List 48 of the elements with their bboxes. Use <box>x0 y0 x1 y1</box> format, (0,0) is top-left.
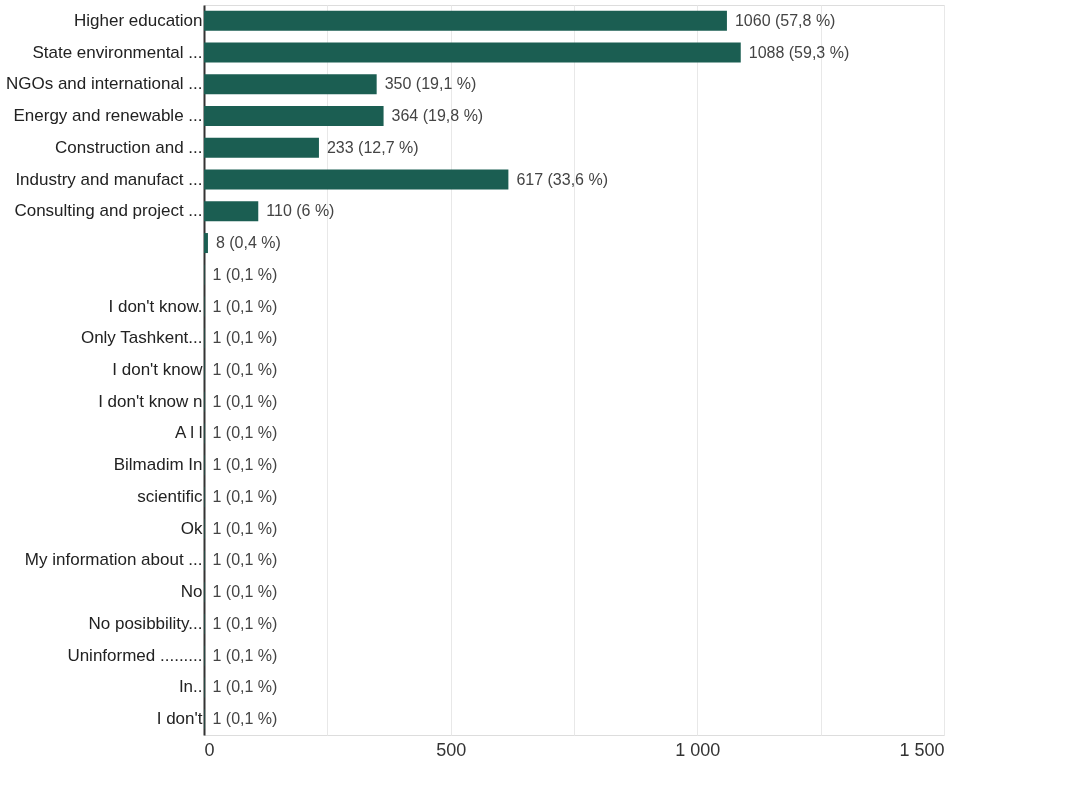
y-tick-label: I don't <box>156 709 203 729</box>
y-tick-label: Only Tashkent... <box>80 328 203 348</box>
data-label: 350 (19,1 %) <box>384 75 477 93</box>
data-label: 1 (0,1 %) <box>212 710 278 728</box>
y-tick-label: Energy and renewable ... <box>13 106 203 126</box>
data-label: 1 (0,1 %) <box>212 614 278 632</box>
data-label: 1 (0,1 %) <box>212 297 278 315</box>
data-label: 1 (0,1 %) <box>212 456 278 474</box>
y-tick-label: Construction and ... <box>55 137 203 157</box>
data-label: 233 (12,7 %) <box>326 138 419 156</box>
y-tick-label: Bilmadim In <box>113 455 203 475</box>
y-tick-label: scientific <box>137 486 203 506</box>
data-label: 1 (0,1 %) <box>212 519 278 537</box>
data-label: 1 (0,1 %) <box>212 678 278 696</box>
y-tick-label: No posibbility... <box>88 613 203 633</box>
y-tick-label: Ok <box>180 518 203 538</box>
data-label: 1 (0,1 %) <box>212 392 278 410</box>
data-label: 1 (0,1 %) <box>212 646 278 664</box>
y-tick-label: Uninformed ......... <box>67 645 203 665</box>
data-label: 1 (0,1 %) <box>212 329 278 347</box>
x-tick-label: 500 <box>436 739 467 760</box>
data-label: 1060 (57,8 %) <box>734 11 836 29</box>
data-label: 1 (0,1 %) <box>212 583 278 601</box>
y-tick-label: Higher education <box>73 10 203 30</box>
y-tick-label: NGOs and international ... <box>5 74 203 94</box>
data-label: 1088 (59,3 %) <box>748 43 850 61</box>
y-tick-label: In.. <box>178 677 203 697</box>
x-tick-label: 1 000 <box>675 739 721 760</box>
y-tick-label: A l l <box>175 423 203 443</box>
data-label: 1 (0,1 %) <box>212 265 278 283</box>
data-label: 617 (33,6 %) <box>516 170 608 188</box>
y-tick-label: I don't know <box>112 360 204 379</box>
y-tick-label: My information about ... <box>24 550 203 570</box>
data-label: 110 (6 %) <box>266 202 335 220</box>
y-tick-label: I don't know. <box>108 296 203 316</box>
data-label: 1 (0,1 %) <box>212 424 278 442</box>
data-label: 1 (0,1 %) <box>212 487 278 505</box>
y-tick-label: I don't know n <box>98 391 203 411</box>
y-tick-label: Consulting and project ... <box>14 201 203 221</box>
data-label: 1 (0,1 %) <box>212 551 278 569</box>
data-label: 364 (19,8 %) <box>391 107 484 125</box>
y-tick-label: State environmental ... <box>32 42 203 62</box>
data-label: 8 (0,4 %) <box>215 234 281 252</box>
y-tick-label: No <box>180 582 203 602</box>
x-tick-label: 0 <box>204 739 215 760</box>
x-tick-label: 1 500 <box>899 739 945 760</box>
data-label: 1 (0,1 %) <box>212 361 278 378</box>
y-tick-label: Industry and manufact ... <box>15 169 203 189</box>
